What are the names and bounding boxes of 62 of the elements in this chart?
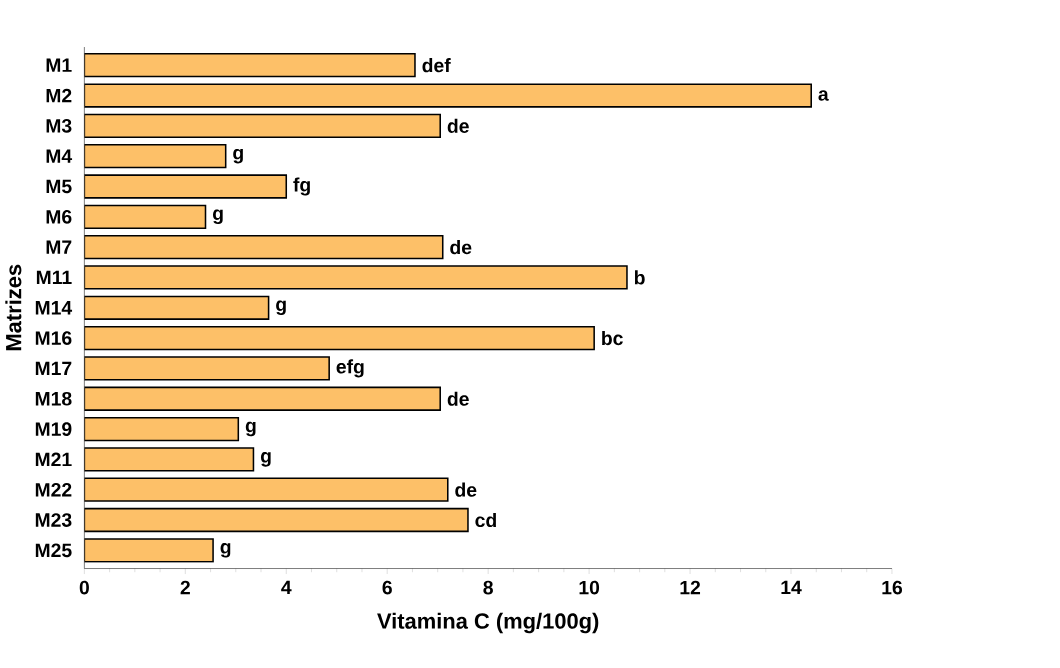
y-tick-label: M17 xyxy=(35,361,72,376)
bar xyxy=(84,265,628,290)
bar xyxy=(84,538,214,563)
data-label: fg xyxy=(293,177,310,196)
data-label: def xyxy=(422,58,451,73)
data-label: a xyxy=(818,90,829,102)
x-tick-label: 12 xyxy=(680,580,701,595)
data-label: g xyxy=(233,149,243,164)
bar xyxy=(84,144,227,169)
y-tick-label: M14 xyxy=(35,301,73,315)
data-label: g xyxy=(276,300,286,316)
bar xyxy=(84,83,812,108)
data-label: cd xyxy=(475,513,496,528)
bar xyxy=(84,235,444,260)
data-label: g xyxy=(245,422,256,437)
y-axis-title: Matrizes xyxy=(5,265,22,351)
bar xyxy=(84,326,595,351)
bar xyxy=(84,508,469,533)
x-tick-label: 8 xyxy=(483,580,493,595)
data-label: g xyxy=(220,543,231,558)
data-label: de xyxy=(450,240,472,255)
bar xyxy=(84,477,449,503)
y-tick-label: M2 xyxy=(46,88,72,103)
y-tick-label: M21 xyxy=(35,452,72,467)
x-axis-title: Vitamina C (mg/100g) xyxy=(377,612,599,634)
bar xyxy=(84,204,207,230)
x-tick-label: 14 xyxy=(781,580,802,595)
bar xyxy=(84,417,240,442)
data-label: de xyxy=(447,391,469,407)
x-tick-label: 2 xyxy=(180,580,190,595)
y-tick-label: M18 xyxy=(35,392,72,406)
x-tick-label: 6 xyxy=(382,580,392,595)
y-tick-label: M16 xyxy=(35,331,72,346)
y-tick-label: M4 xyxy=(46,149,73,164)
data-label: bc xyxy=(602,331,623,346)
x-tick-label: 4 xyxy=(281,580,292,595)
bar xyxy=(84,386,441,412)
bar xyxy=(84,356,330,381)
y-tick-label: M1 xyxy=(46,58,72,73)
y-tick-label: M11 xyxy=(36,271,72,285)
data-label: de xyxy=(455,482,477,497)
y-tick-label: M6 xyxy=(46,210,72,224)
y-tick-label: M3 xyxy=(46,119,72,133)
data-label: efg xyxy=(336,359,364,378)
data-label: b xyxy=(634,270,645,285)
data-label: g xyxy=(212,209,223,225)
y-tick-label: M25 xyxy=(35,543,72,558)
y-tick-label: M7 xyxy=(46,240,72,254)
y-tick-label: M23 xyxy=(35,513,72,528)
y-tick-label: M22 xyxy=(35,483,72,497)
data-label: de xyxy=(447,118,469,134)
x-tick-label: 0 xyxy=(79,580,89,595)
x-tick-label: 16 xyxy=(882,580,903,595)
bar xyxy=(84,174,288,199)
y-tick-label: M19 xyxy=(35,422,72,437)
bar xyxy=(84,447,255,472)
x-tick-label: 10 xyxy=(579,580,600,595)
data-label: g xyxy=(260,452,271,467)
y-tick-label: M5 xyxy=(46,179,72,194)
bar xyxy=(84,53,416,78)
bar xyxy=(84,295,270,321)
bar xyxy=(84,113,441,139)
